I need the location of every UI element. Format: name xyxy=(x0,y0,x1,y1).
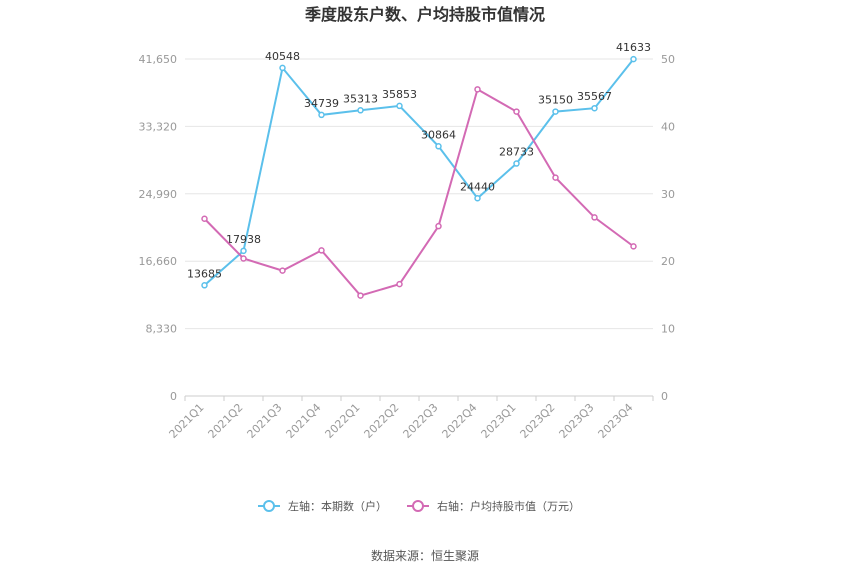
data-point xyxy=(396,102,403,110)
data-point xyxy=(318,111,325,119)
left-axis-tick-label: 8,330 xyxy=(146,323,178,336)
data-label: 41633 xyxy=(616,41,651,54)
x-axis-tick-label: 2023Q4 xyxy=(596,401,636,441)
x-axis-tick-label: 2022Q3 xyxy=(401,401,441,441)
x-axis-tick-label: 2021Q1 xyxy=(167,401,207,441)
legend-item-2[interactable]: 右轴：户均持股市值（万元） xyxy=(407,499,580,513)
chart-title: 季度股东户数、户均持股市值情况 xyxy=(304,5,545,24)
data-point xyxy=(630,243,637,250)
left-axis-tick-label: 33,320 xyxy=(139,120,178,133)
series-layer: 13685 17938 40548 34739 35313 35853 30864 24440… xyxy=(187,41,651,299)
legend-marker xyxy=(263,500,275,512)
right-axis-tick-label: 0 xyxy=(661,390,668,403)
data-point xyxy=(240,255,247,262)
data-point xyxy=(279,64,286,72)
legend-label: 左轴：本期数（户） xyxy=(288,499,387,513)
x-axis-tick-label: 2023Q1 xyxy=(479,401,519,441)
data-source: 数据来源：恒生聚源 xyxy=(371,548,479,563)
data-point xyxy=(357,292,364,299)
left-axis-tick-label: 41,650 xyxy=(139,53,178,66)
data-label: 24440 xyxy=(460,180,495,193)
data-label: 34739 xyxy=(304,97,339,110)
data-point xyxy=(396,280,403,288)
data-label: 35853 xyxy=(382,88,417,101)
right-axis-tick-label: 30 xyxy=(661,188,675,201)
x-axis-tick-label: 2021Q4 xyxy=(284,401,324,441)
series-line xyxy=(203,87,635,297)
data-label: 17938 xyxy=(226,233,261,246)
x-axis-tick-label: 2023Q2 xyxy=(518,401,558,441)
x-axis-tick-label: 2022Q4 xyxy=(440,401,480,441)
left-axis-tick-label: 16,660 xyxy=(139,255,178,268)
data-point xyxy=(513,108,520,115)
data-point xyxy=(630,55,637,63)
series-line xyxy=(203,58,635,287)
data-point xyxy=(240,247,247,255)
data-point xyxy=(591,104,598,112)
data-point xyxy=(201,282,208,289)
right-axis-tick-label: 40 xyxy=(661,120,675,133)
right-axis-tick-label: 20 xyxy=(661,255,675,268)
data-point xyxy=(474,195,481,202)
data-point xyxy=(357,107,364,114)
legend-label: 右轴：户均持股市值（万元） xyxy=(437,499,580,513)
data-point xyxy=(552,108,559,115)
data-label: 35567 xyxy=(577,90,612,103)
legend-marker xyxy=(412,500,424,512)
x-axis-tick-label: 2022Q1 xyxy=(323,401,363,441)
right-axis-tick-label: 10 xyxy=(661,323,675,336)
data-label: 13685 xyxy=(187,267,222,280)
x-axis-tick-label: 2022Q2 xyxy=(362,401,402,441)
grid-lines xyxy=(185,58,653,330)
data-label: 35150 xyxy=(538,94,573,107)
legend-item-1[interactable]: 左轴：本期数（户） xyxy=(258,499,387,513)
x-axis-tick-label: 2021Q3 xyxy=(245,401,285,441)
x-axis-tick-label: 2021Q2 xyxy=(206,401,246,441)
data-label: 40548 xyxy=(265,50,300,63)
data-point xyxy=(318,247,325,254)
data-point xyxy=(591,214,598,221)
left-axis-tick-label: 0 xyxy=(170,390,177,403)
data-point xyxy=(513,160,520,167)
data-point xyxy=(435,143,442,150)
legend[interactable]: 左轴：本期数（户） 右轴：户均持股市值（万元） xyxy=(258,499,580,513)
data-label: 28733 xyxy=(499,146,534,159)
data-label: 35313 xyxy=(343,92,378,105)
data-point xyxy=(201,215,208,222)
left-axis-tick-label: 24,990 xyxy=(139,188,178,201)
x-axis-tick-label: 2023Q3 xyxy=(557,401,597,441)
data-point xyxy=(474,86,481,93)
data-point xyxy=(279,267,286,274)
series-2 xyxy=(201,86,637,299)
data-point xyxy=(552,174,559,181)
data-point xyxy=(435,222,442,230)
right-axis-tick-label: 50 xyxy=(661,53,675,66)
data-label: 30864 xyxy=(421,128,456,141)
series-1: 13685 17938 40548 34739 35313 35853 30864 24440… xyxy=(187,41,651,289)
